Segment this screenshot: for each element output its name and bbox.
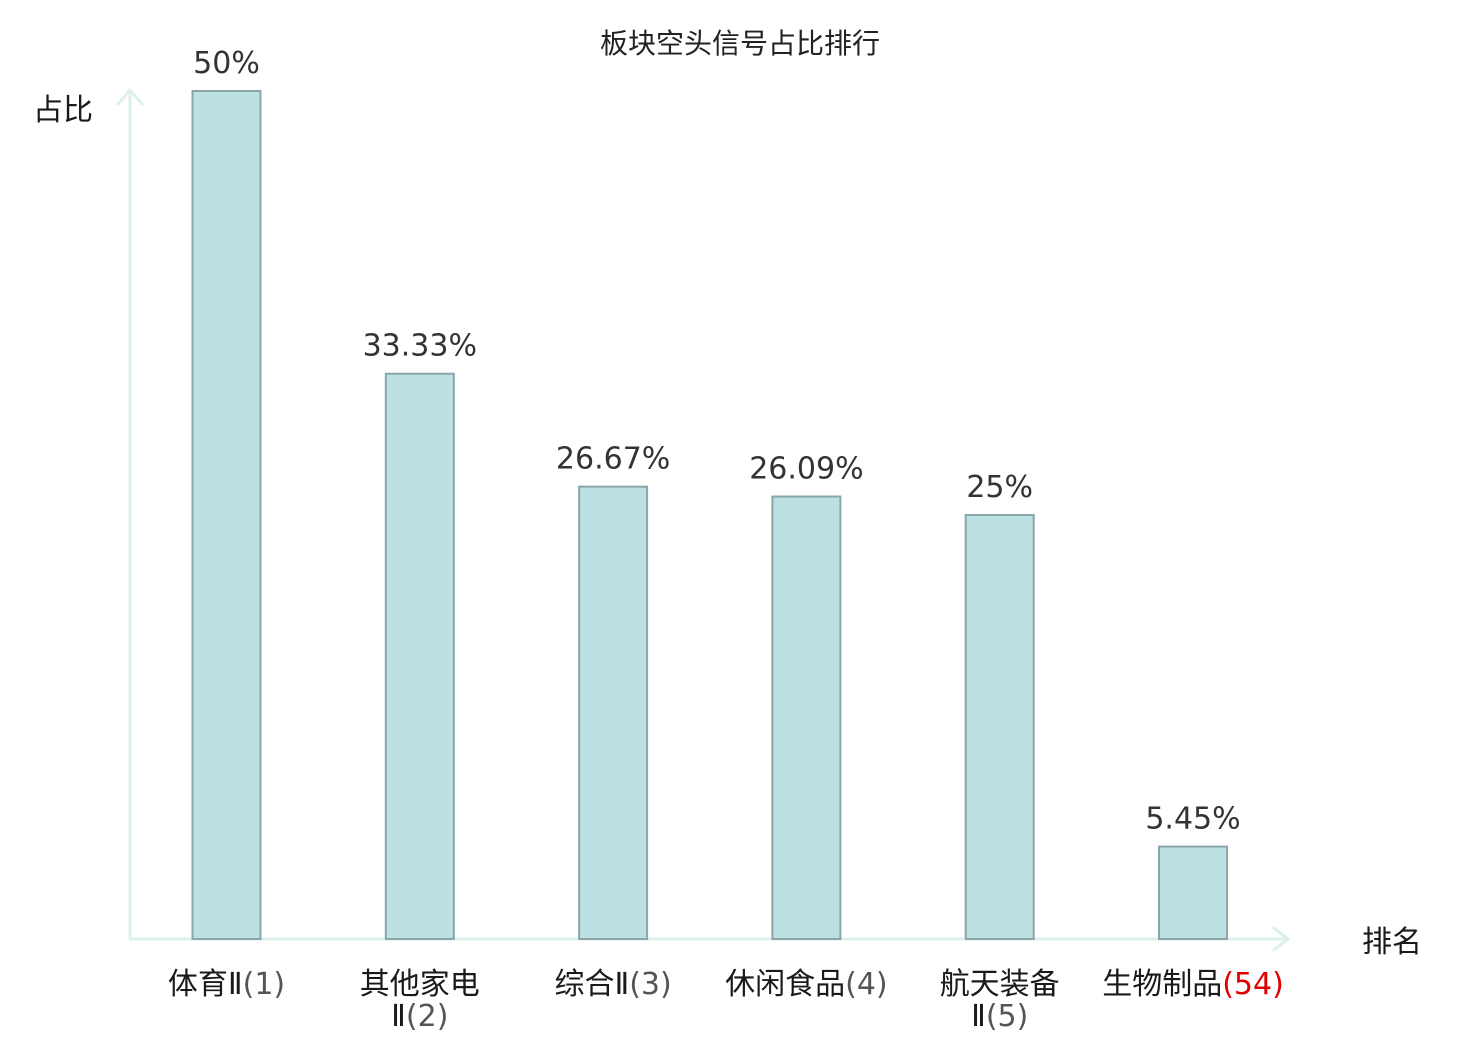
bar — [771, 495, 842, 940]
data-label: 26.09% — [749, 452, 863, 487]
data-label: 33.33% — [363, 329, 477, 364]
y-axis-line — [116, 88, 144, 941]
data-label: 25% — [966, 470, 1033, 505]
data-label: 26.67% — [556, 442, 670, 477]
x-tick-label: 体育Ⅱ(1) — [168, 967, 285, 1002]
axes — [116, 88, 1290, 952]
x-axis-label: 排名 — [1362, 925, 1422, 960]
x-tick-label: 其他家电 — [360, 967, 480, 1002]
x-axis-line — [128, 926, 1290, 952]
y-axis-label: 占比 — [33, 93, 93, 128]
x-tick-label: 航天装备 — [940, 967, 1060, 1002]
bar — [964, 514, 1035, 940]
bar — [384, 372, 455, 940]
x-tick-label: Ⅱ(5) — [971, 999, 1028, 1034]
x-tick-label: 综合Ⅱ(3) — [554, 967, 671, 1002]
x-tick-label: Ⅱ(2) — [391, 999, 448, 1034]
bar — [191, 90, 262, 940]
bar — [1158, 845, 1228, 940]
chart-title: 板块空头信号占比排行 — [600, 27, 880, 60]
value-labels: 50% 33.33% 26.67% 26.09% 25% 5.45% — [193, 46, 1241, 837]
data-label: 50% — [193, 46, 260, 81]
bars — [191, 90, 1228, 940]
x-tick-label: 休闲食品(4) — [725, 967, 888, 1002]
x-tick-label: 生物制品(54) — [1102, 967, 1284, 1002]
data-label: 5.45% — [1145, 802, 1240, 837]
bar — [578, 485, 649, 940]
